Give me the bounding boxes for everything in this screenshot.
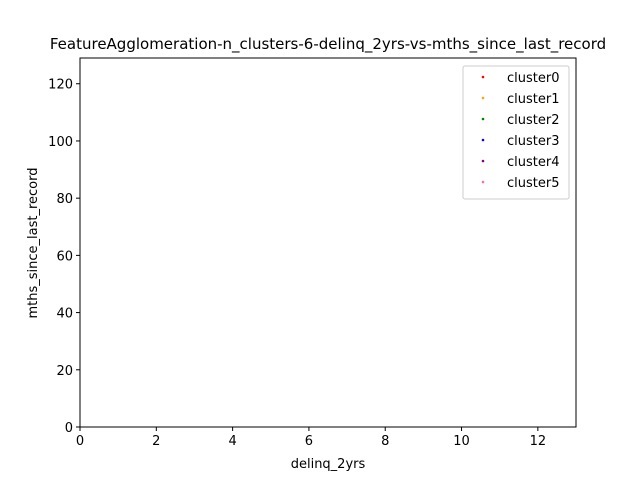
legend-marker-cluster5 bbox=[481, 180, 485, 184]
y-tick-label: 20 bbox=[56, 364, 73, 379]
legend-marker-cluster1 bbox=[481, 96, 485, 100]
legend-frame bbox=[462, 65, 570, 200]
legend-label-cluster2: cluster2 bbox=[507, 113, 559, 128]
y-tick-label: 120 bbox=[48, 78, 73, 93]
legend-marker-cluster2 bbox=[481, 117, 485, 121]
x-axis-label: delinq_2yrs bbox=[291, 457, 366, 472]
x-tick-label: 6 bbox=[305, 434, 313, 449]
legend-label-cluster0: cluster0 bbox=[507, 71, 559, 86]
legend-marker-cluster4 bbox=[481, 159, 485, 163]
y-tick-label: 100 bbox=[48, 135, 73, 150]
y-tick-label: 60 bbox=[56, 249, 73, 264]
legend-label-cluster3: cluster3 bbox=[507, 134, 559, 149]
y-tick-label: 40 bbox=[56, 307, 73, 322]
x-tick-label: 12 bbox=[530, 434, 547, 449]
y-axis-label: mths_since_last_record bbox=[26, 167, 41, 318]
legend-label-cluster4: cluster4 bbox=[507, 155, 559, 170]
x-tick-label: 8 bbox=[381, 434, 389, 449]
y-axis-ticks: 0 20 40 60 80 100 120 bbox=[48, 78, 80, 436]
x-axis-ticks: 0 2 4 6 8 10 12 bbox=[76, 427, 546, 449]
x-tick-label: 0 bbox=[76, 434, 84, 449]
y-tick-label: 80 bbox=[56, 192, 73, 207]
chart-title: FeatureAgglomeration-n_clusters-6-delinq… bbox=[50, 35, 606, 54]
legend-label-cluster5: cluster5 bbox=[507, 176, 559, 191]
y-tick-label: 0 bbox=[65, 421, 73, 436]
x-tick-label: 10 bbox=[453, 434, 470, 449]
x-tick-label: 4 bbox=[228, 434, 236, 449]
legend-marker-cluster3 bbox=[481, 138, 485, 142]
legend-label-cluster1: cluster1 bbox=[507, 92, 559, 107]
legend: cluster0 cluster1 cluster2 cluster3 cluster4… bbox=[462, 65, 570, 200]
plot-area bbox=[79, 57, 577, 428]
legend-marker-cluster0 bbox=[481, 75, 485, 79]
plot-frame bbox=[79, 57, 577, 428]
x-tick-label: 2 bbox=[152, 434, 160, 449]
